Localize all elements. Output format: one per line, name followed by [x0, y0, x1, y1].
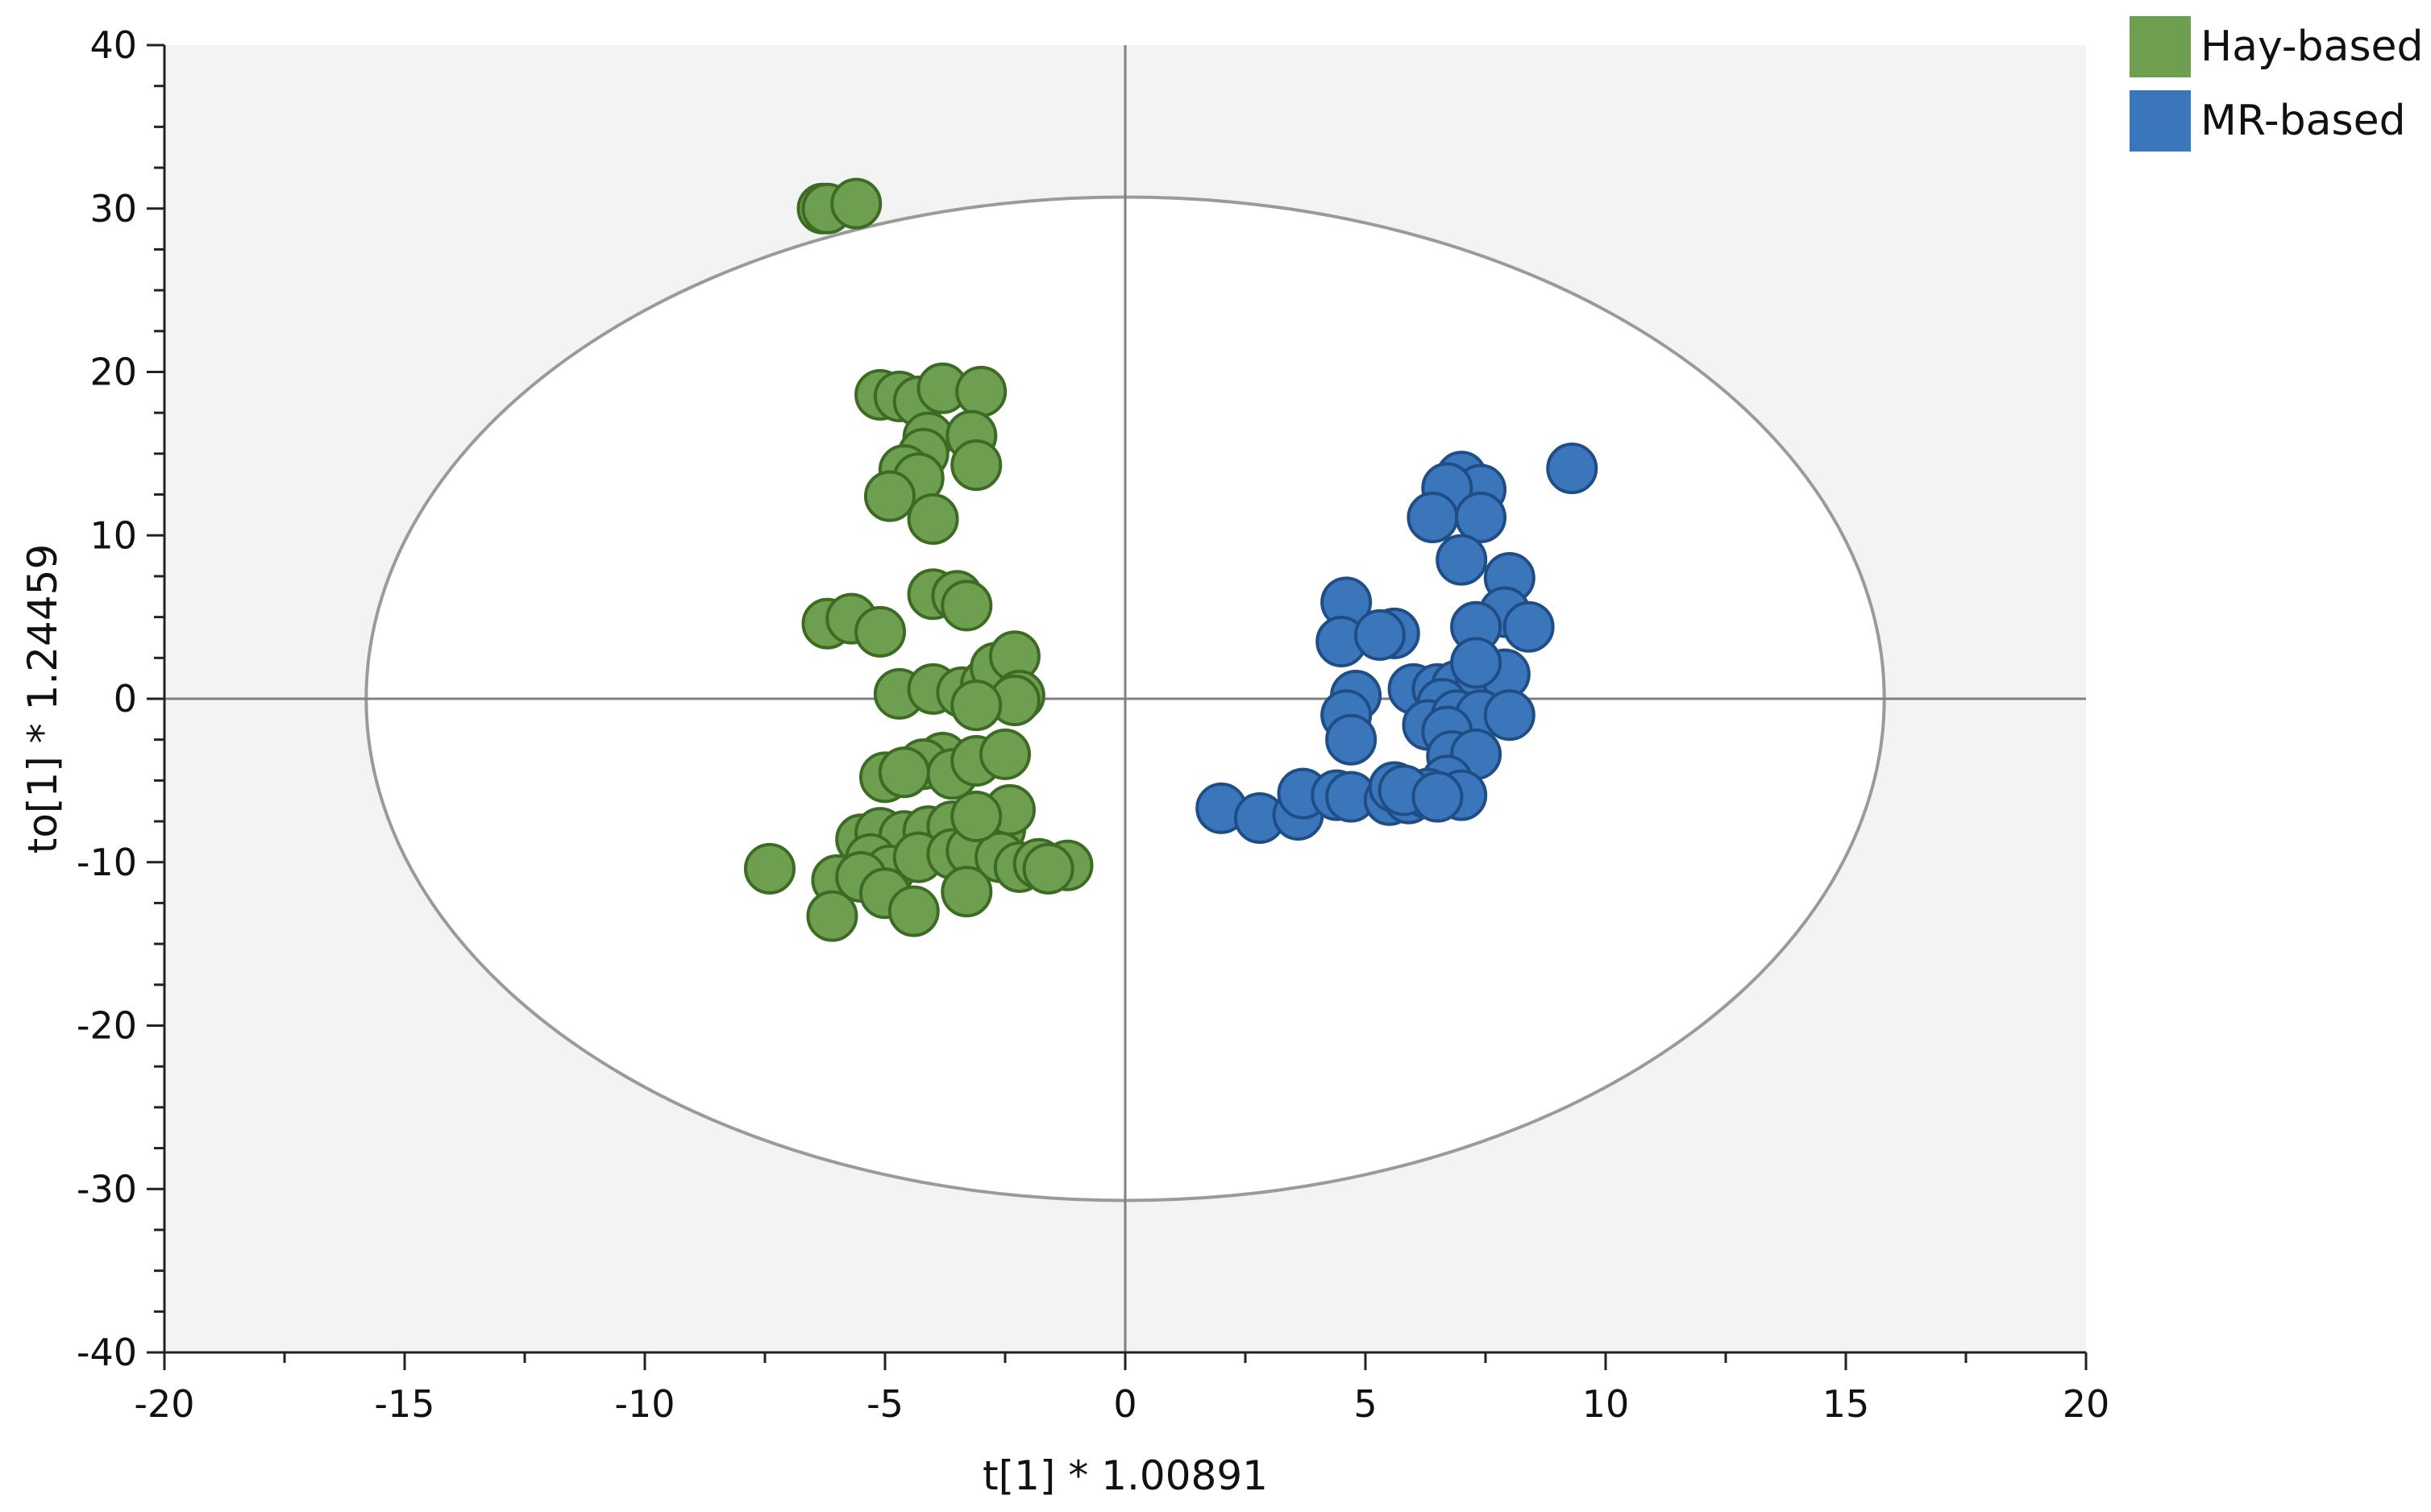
data-point	[863, 470, 916, 522]
data-point	[878, 746, 930, 799]
data-point	[743, 842, 796, 895]
data-point	[830, 177, 883, 230]
data-point	[1022, 842, 1074, 895]
series-hay-based	[743, 177, 1094, 942]
legend-swatch	[2130, 16, 2191, 77]
x-tick-label: 5	[1353, 1382, 1377, 1426]
x-tick-label: 15	[1822, 1382, 1870, 1426]
data-points	[743, 177, 1598, 942]
data-point	[1353, 609, 1406, 661]
data-point	[950, 679, 1003, 732]
data-point	[1411, 771, 1464, 823]
data-point	[1546, 442, 1598, 495]
data-point	[1450, 637, 1502, 689]
data-point	[979, 728, 1031, 780]
data-point	[907, 492, 959, 545]
y-tick-label: 20	[89, 351, 137, 394]
x-tick-label: -15	[374, 1382, 434, 1426]
x-tick-label: -5	[866, 1382, 904, 1426]
y-tick-label: -20	[77, 1004, 137, 1048]
data-point	[1325, 713, 1378, 766]
legend-swatch	[2130, 90, 2191, 152]
data-point	[1455, 491, 1507, 543]
y-tick-label: 30	[89, 187, 137, 231]
legend: Hay-based MR-based	[2130, 16, 2424, 152]
x-axis-label: t[1] * 1.00891	[983, 1452, 1268, 1499]
y-tick-label: 0	[114, 677, 137, 721]
y-tick-label: 10	[89, 513, 137, 557]
y-tick-label: -30	[77, 1167, 137, 1211]
data-point	[1436, 534, 1488, 586]
x-tick-label: 10	[1582, 1382, 1630, 1426]
axis-ticks: -20 -15 -10 -5 0 5 10 15 20 -40 -30 -20 -10 0 10 20 30 40	[77, 23, 2109, 1426]
zero-axis-lines	[164, 45, 2086, 1352]
x-tick-label: -20	[134, 1382, 194, 1426]
y-axis-label: to[1] * 1.24459	[19, 544, 66, 854]
data-point	[1483, 689, 1535, 741]
data-point	[941, 866, 993, 918]
data-point	[950, 439, 1003, 492]
x-tick-label: -10	[614, 1382, 675, 1426]
data-point	[1502, 600, 1555, 653]
y-tick-label: 40	[89, 23, 137, 67]
legend-label: MR-based	[2200, 97, 2406, 145]
y-tick-label: -40	[77, 1331, 137, 1374]
data-point	[806, 890, 858, 942]
x-tick-label: 20	[2063, 1382, 2110, 1426]
series-mr-based	[1195, 442, 1598, 845]
data-point	[941, 579, 993, 632]
data-point	[887, 885, 940, 937]
data-point	[955, 365, 1008, 417]
y-tick-label: -10	[77, 841, 137, 884]
x-tick-label: 0	[1113, 1382, 1137, 1426]
data-point	[1407, 491, 1459, 543]
legend-label: Hay-based	[2200, 23, 2424, 71]
data-point	[854, 605, 907, 658]
data-point	[950, 790, 1003, 842]
